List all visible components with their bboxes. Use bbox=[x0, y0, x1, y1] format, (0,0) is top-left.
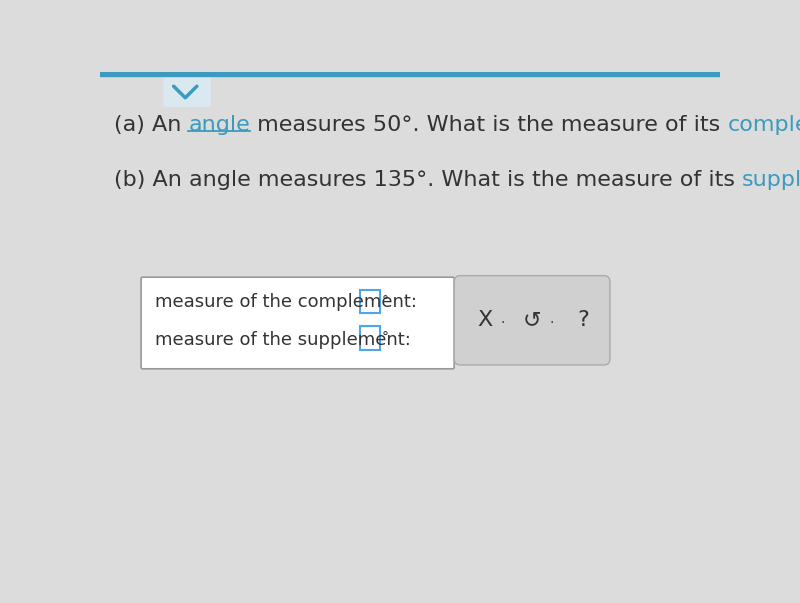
Text: °: ° bbox=[382, 331, 389, 345]
Text: measure of the supplement:: measure of the supplement: bbox=[155, 331, 411, 349]
FancyBboxPatch shape bbox=[163, 70, 211, 107]
Text: supplement: supplement bbox=[742, 170, 800, 190]
Bar bbox=[360, 326, 380, 350]
Text: X: X bbox=[478, 311, 493, 330]
Text: (b) An angle measures 135°. What is the measure of its: (b) An angle measures 135°. What is the … bbox=[114, 170, 742, 190]
Text: °: ° bbox=[382, 295, 389, 309]
Text: ?: ? bbox=[577, 311, 589, 330]
Text: complement: complement bbox=[727, 115, 800, 134]
Text: measures 50°. What is the measure of its: measures 50°. What is the measure of its bbox=[250, 115, 727, 134]
Text: ·: · bbox=[501, 317, 505, 330]
Bar bbox=[360, 290, 380, 314]
Text: ↺: ↺ bbox=[522, 311, 541, 330]
FancyBboxPatch shape bbox=[141, 277, 454, 369]
Text: measure of the complement:: measure of the complement: bbox=[155, 293, 417, 311]
Text: ·: · bbox=[550, 317, 554, 330]
Text: angle: angle bbox=[189, 115, 250, 134]
Bar bbox=[100, 72, 720, 76]
Text: (a) An: (a) An bbox=[114, 115, 189, 134]
FancyBboxPatch shape bbox=[454, 276, 610, 365]
